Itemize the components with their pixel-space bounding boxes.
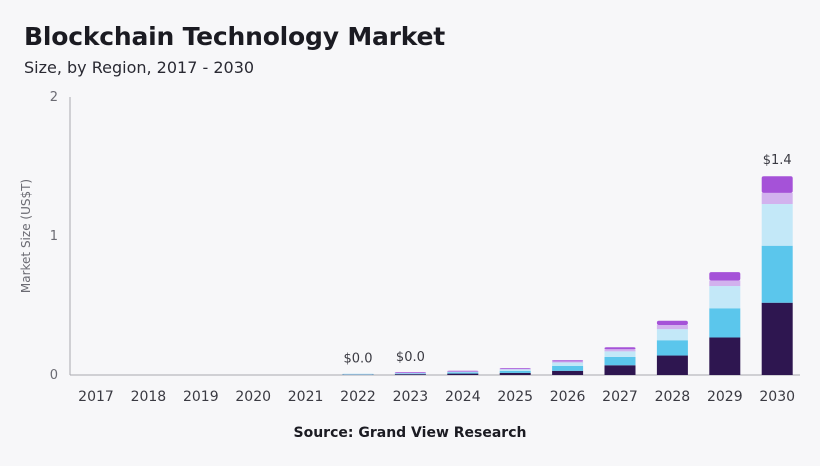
x-tick-label: 2027 [602,389,638,405]
bar-segment [656,355,688,375]
bar-segment [604,349,636,352]
bar-segment [761,192,793,205]
bar-segment [499,370,531,373]
bar-segment [604,365,636,375]
x-tick-label: 2029 [707,389,743,405]
bar-segment [656,320,688,325]
bar-segment [604,347,636,350]
bar-segment [604,356,636,366]
bar-segment [709,272,741,281]
bar-segment [447,370,479,372]
bar-segment [394,372,426,374]
chart-title: Blockchain Technology Market [24,22,446,51]
bar-segment [394,373,426,375]
x-tick-label: 2028 [655,389,691,405]
x-tick-label: 2024 [445,389,481,405]
y-tick-label: 2 [50,90,58,105]
bar-segment [394,372,426,374]
bar-segment [552,362,584,366]
bar-segment [761,245,793,303]
bar-segment [604,351,636,357]
bar-segment [342,373,374,375]
bar-segment [552,361,584,363]
x-tick-label: 2017 [78,389,114,405]
bar-segment [761,176,793,193]
bar-segment [656,324,688,330]
x-tick-label: 2021 [288,389,324,405]
x-tick-label: 2026 [550,389,586,405]
bar-segment [552,365,584,371]
bar-segment [552,360,584,362]
bar-segment [709,286,741,309]
bar-segment [447,373,479,375]
data-label: $0.0 [344,351,373,366]
y-tick-label: 1 [50,229,58,244]
bar-segment [499,369,531,371]
bar-segment [394,374,426,375]
y-axis-title: Market Size (US$T) [19,179,33,293]
source-note: Source: Grand View Research [293,425,527,441]
bar-segment [761,302,793,375]
y-tick-label: 0 [50,368,58,383]
bar-segment [709,337,741,375]
bar-segment [656,340,688,356]
bar-segment [709,280,741,287]
bar-segment [499,368,531,369]
x-tick-label: 2030 [759,389,795,405]
bar-segment [656,329,688,341]
bar-segment [709,308,741,338]
data-label: $0.0 [396,350,425,365]
x-tick-label: 2019 [183,389,219,405]
x-tick-label: 2022 [340,389,376,405]
bar-segment [447,372,479,374]
x-tick-label: 2023 [393,389,429,405]
bar-segment [761,204,793,246]
bar-segment [447,371,479,373]
bar-segment [499,368,531,370]
x-tick-label: 2025 [497,389,533,405]
bar-segment [499,372,531,375]
x-tick-label: 2020 [235,389,271,405]
x-tick-label: 2018 [131,389,167,405]
data-label: $1.4 [763,153,792,168]
chart-subtitle: Size, by Region, 2017 - 2030 [24,58,255,77]
bar-segment [552,370,584,375]
